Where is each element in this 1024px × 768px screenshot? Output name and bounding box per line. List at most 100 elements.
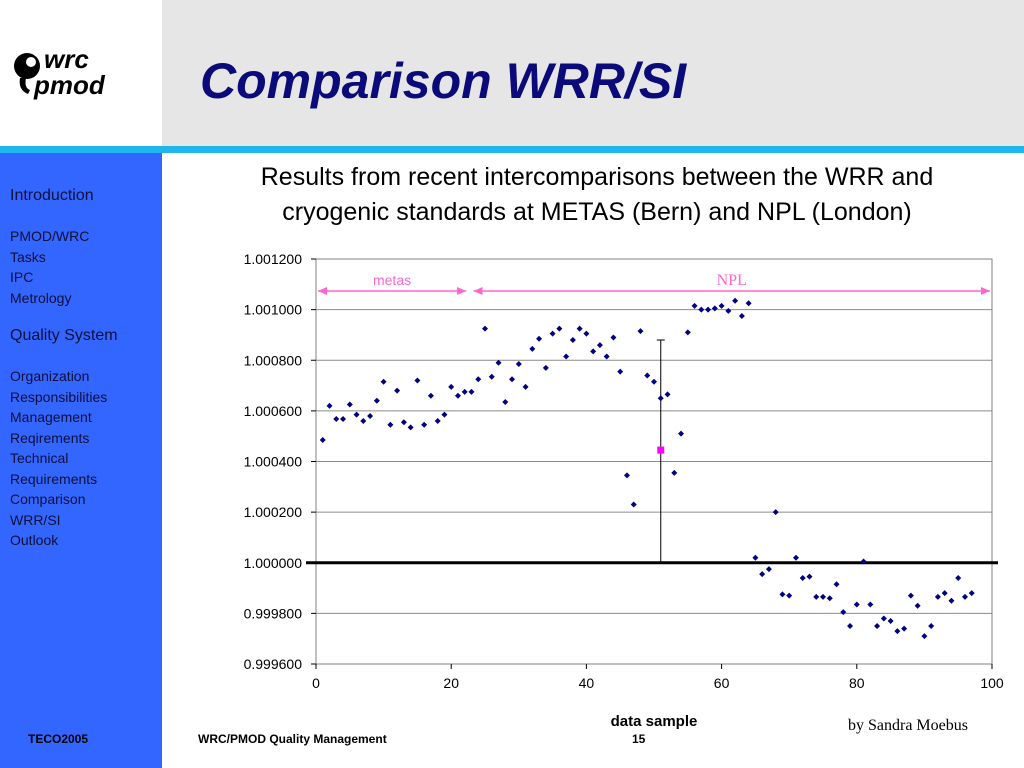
data-point [799, 574, 806, 581]
data-point [414, 377, 421, 384]
y-tick-label: 1.000400 [244, 454, 303, 470]
data-point [576, 325, 583, 332]
data-point [326, 402, 333, 409]
data-points [319, 297, 975, 640]
data-point [482, 325, 488, 332]
sidebar-heading-quality-system[interactable]: Quality System [10, 327, 118, 344]
data-point [684, 329, 691, 336]
data-point [367, 412, 374, 419]
data-point [394, 387, 401, 394]
data-point [407, 424, 414, 431]
data-point [448, 383, 455, 390]
data-point [894, 628, 901, 635]
x-tick-label: 0 [312, 675, 320, 691]
data-point [779, 591, 786, 598]
data-point [752, 554, 759, 561]
data-point [468, 388, 475, 395]
data-point [522, 383, 529, 390]
sidebar-item-requirements[interactable]: Requirements [10, 470, 98, 487]
data-point [556, 325, 563, 332]
annotation-arrow-right [981, 287, 990, 295]
sidebar-heading-introduction[interactable]: Introduction [10, 187, 94, 204]
data-point [590, 348, 597, 355]
y-tick-label: 1.000600 [244, 403, 303, 419]
data-point [847, 623, 854, 630]
x-tick-label: 60 [714, 675, 730, 691]
sidebar-item-technical[interactable]: Technical [10, 450, 69, 466]
y-tick-label: 1.001000 [244, 302, 303, 318]
logo-text-top: wrc [44, 44, 89, 74]
data-point [820, 593, 826, 600]
data-point [765, 566, 772, 573]
header-bar [0, 0, 1024, 148]
data-point [434, 418, 441, 424]
data-point [623, 472, 630, 479]
data-point [705, 306, 712, 313]
data-point [698, 306, 705, 313]
data-point [725, 307, 732, 314]
data-point [596, 342, 603, 349]
data-point [833, 581, 840, 588]
annotation-arrow-left [318, 287, 327, 295]
data-point [583, 330, 590, 337]
data-point [475, 376, 482, 383]
data-point [853, 601, 860, 608]
data-point [400, 419, 407, 426]
data-point [732, 297, 739, 304]
sidebar-item-ipc[interactable]: IPC [10, 269, 34, 285]
data-point [914, 602, 921, 609]
sidebar-item-comparison[interactable]: Comparison [10, 491, 86, 507]
page-number: 15 [632, 732, 646, 746]
sidebar-item-reqirements[interactable]: Reqirements [10, 429, 90, 446]
sidebar-item-organization[interactable]: Organization [10, 368, 90, 384]
data-point [928, 623, 935, 630]
sidebar-item-wrr-si[interactable]: WRR/SI [10, 511, 61, 528]
data-point [826, 595, 833, 602]
sidebar-item-tasks[interactable]: Tasks [10, 248, 46, 265]
data-point [948, 597, 955, 604]
data-point [630, 501, 637, 508]
footer-left: TECO2005 [28, 732, 89, 746]
x-tick-label: 100 [980, 675, 1004, 691]
annotation-label: NPL [717, 272, 747, 289]
data-point [536, 335, 543, 342]
data-point [529, 345, 536, 352]
data-point [813, 593, 820, 600]
data-point [421, 421, 428, 428]
data-point [874, 623, 881, 630]
sidebar-item-management[interactable]: Management [10, 409, 92, 425]
subtitle-line-2: cryogenic standards at METAS (Bern) and … [282, 198, 912, 226]
data-point [427, 392, 434, 399]
data-point [441, 411, 448, 418]
data-point [955, 574, 962, 581]
y-tick-label: 1.001200 [244, 251, 303, 267]
x-axis-label: data sample [611, 713, 698, 730]
y-tick-label: 0.999800 [244, 605, 303, 621]
y-tick-label: 0.999600 [244, 656, 303, 672]
data-point [333, 415, 340, 422]
data-point [488, 373, 495, 380]
annotation-arrow-left [473, 287, 483, 295]
range-annotations: metas NPL [318, 272, 990, 295]
data-point [664, 391, 671, 398]
data-point [941, 590, 948, 597]
data-point [603, 353, 610, 360]
sidebar-list-introduction: PMOD/WRC Tasks IPC Metrology [10, 226, 89, 308]
author-credit: by Sandra Moebus [848, 717, 968, 734]
data-point [907, 592, 914, 599]
data-point [711, 305, 718, 312]
data-point [549, 330, 556, 337]
slide-subtitle: Results from recent intercomparisons bet… [200, 160, 994, 230]
data-point [373, 397, 380, 404]
data-point [542, 364, 549, 371]
x-axis-ticks: 0 20 40 60 80 100 [312, 664, 1004, 691]
x-tick-label: 80 [849, 675, 865, 691]
sidebar-item-outlook[interactable]: Outlook [10, 532, 59, 548]
annotation-arrow-right [457, 287, 467, 295]
logo-area: wrc pmod [0, 0, 162, 148]
data-point [887, 617, 894, 624]
sidebar-item-responsibilities[interactable]: Responsibilities [10, 388, 108, 405]
sidebar-item-pmod-wrc[interactable]: PMOD/WRC [10, 228, 90, 244]
sidebar-item-metrology[interactable]: Metrology [10, 289, 72, 306]
data-point [319, 436, 326, 443]
